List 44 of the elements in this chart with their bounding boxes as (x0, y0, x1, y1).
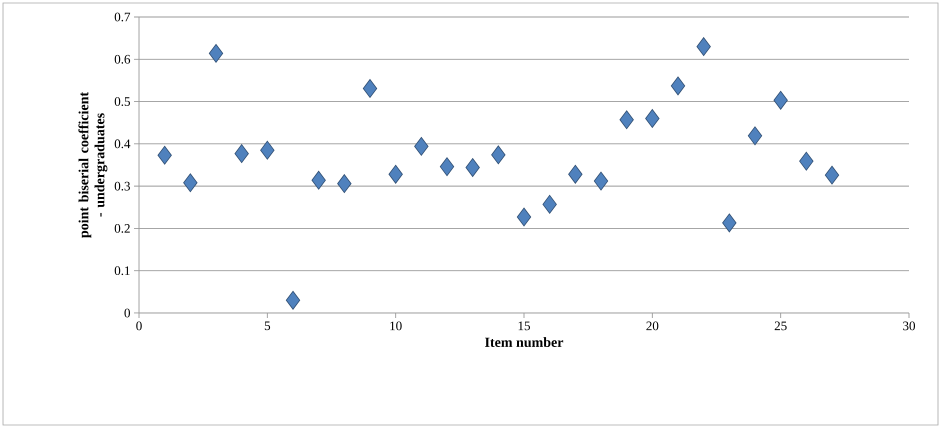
point (670, 76, 686, 96)
point (696, 37, 711, 56)
point (388, 164, 403, 184)
point (414, 136, 428, 156)
y-axis-title: point biserial coefficient - undergraduates (78, 92, 108, 238)
point (158, 146, 172, 165)
y-tick-label: 0.6 (114, 54, 130, 64)
y-tick-label: 0 (124, 308, 130, 318)
point (799, 152, 814, 171)
y-tick-label: 0.7 (114, 12, 130, 22)
point (516, 208, 532, 226)
x-tick-label: 0 (136, 322, 142, 330)
point (183, 173, 198, 192)
y-tick-label: 0.2 (114, 224, 130, 233)
x-tick-label: 25 (774, 322, 787, 330)
point (286, 290, 300, 310)
point (362, 79, 378, 98)
x-tick-label: 30 (903, 322, 916, 330)
point (491, 145, 506, 164)
x-tick-label: 15 (518, 322, 530, 330)
x-tick-label: 10 (390, 322, 402, 330)
point (440, 157, 454, 176)
point (312, 170, 326, 190)
point (208, 44, 224, 63)
point (774, 90, 788, 110)
y-tick-label: 0.3 (114, 182, 130, 191)
point (260, 140, 274, 160)
point (722, 214, 736, 232)
point (748, 126, 762, 146)
x-tick-label: 20 (646, 322, 658, 330)
y-tick-label: 0.5 (114, 97, 130, 106)
point (620, 110, 634, 130)
y-tick-label: 0.1 (114, 266, 130, 276)
x-axis-title: Item number (485, 337, 564, 348)
point (824, 166, 840, 185)
x-tick-label: 5 (264, 322, 270, 330)
point (568, 164, 582, 184)
point (645, 109, 660, 128)
y-tick-label: 0.4 (114, 139, 130, 148)
point (337, 174, 352, 193)
point (542, 194, 557, 214)
point (466, 158, 480, 177)
point (594, 172, 608, 190)
point (234, 144, 249, 163)
